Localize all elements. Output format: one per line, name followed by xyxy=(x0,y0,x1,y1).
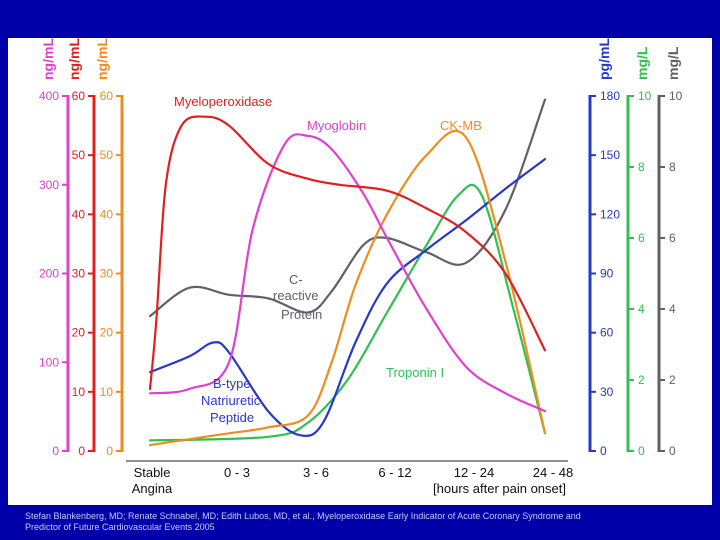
series-line-myoglobin xyxy=(148,133,547,413)
tick-label: 40 xyxy=(72,207,86,221)
tick-label: 400 xyxy=(39,89,59,103)
tick-label: 6 xyxy=(638,231,645,245)
annotation-label: Myoglobin xyxy=(307,118,366,133)
annotation-label: Peptide xyxy=(210,410,254,425)
biomarker-chart: 0100200300400ng/mL0102030405060ng/mL0102… xyxy=(39,38,683,496)
tick-label: 8 xyxy=(669,160,676,174)
tick-label: 10 xyxy=(100,385,114,399)
tick-label: 20 xyxy=(72,326,86,340)
axis-unit-label: ng/mL xyxy=(40,38,56,80)
tick-label: 50 xyxy=(100,148,114,162)
series-line-troponin-i xyxy=(148,183,547,442)
axis-unit-label: pg/mL xyxy=(596,38,612,80)
tick-label: 120 xyxy=(600,207,620,221)
tick-label: 50 xyxy=(72,148,86,162)
tick-label: 4 xyxy=(669,302,676,316)
tick-label: 300 xyxy=(39,178,59,192)
series-line-b-type-natriuretic-peptide xyxy=(148,158,547,438)
tick-label: 100 xyxy=(39,355,59,369)
tick-label: 30 xyxy=(600,385,614,399)
series-line-ck-mb xyxy=(148,129,547,447)
tick-label: 2 xyxy=(669,373,676,387)
x-tick-label: 12 - 24 xyxy=(454,465,494,480)
tick-label: 60 xyxy=(600,326,614,340)
x-axis-title: [hours after pain onset] xyxy=(433,481,566,496)
tick-label: 40 xyxy=(100,207,114,221)
annotation-label: Natriuretic xyxy=(201,393,261,408)
annotation-label: reactive xyxy=(273,288,319,303)
axis-unit-label: mg/L xyxy=(665,46,681,80)
series-line-myeloperoxidase xyxy=(148,115,547,390)
tick-label: 60 xyxy=(100,89,114,103)
annotation-label: B-type xyxy=(213,376,251,391)
x-tick-label: 6 - 12 xyxy=(378,465,411,480)
tick-label: 0 xyxy=(669,444,676,458)
tick-label: 8 xyxy=(638,160,645,174)
credit-line-1: Stefan Blankenberg, MD; Renate Schnabel,… xyxy=(25,511,581,521)
annotation-layer: Myeloperoxidase Myoglobin CK-MB C-reactive P… xyxy=(174,94,482,425)
series-layer xyxy=(148,98,547,447)
tick-label: 0 xyxy=(106,444,113,458)
source-credit: Stefan Blankenberg, MD; Renate Schnabel,… xyxy=(25,511,715,533)
x-tick-label: 24 - 48 xyxy=(533,465,573,480)
tick-label: 180 xyxy=(600,89,620,103)
x-tick-label: Stable xyxy=(134,465,171,480)
tick-label: 10 xyxy=(72,385,86,399)
tick-label: 0 xyxy=(638,444,645,458)
axis-unit-label: ng/mL xyxy=(94,38,110,80)
annotation-label: Troponin I xyxy=(386,365,444,380)
tick-label: 0 xyxy=(600,444,607,458)
tick-label: 30 xyxy=(72,267,86,281)
annotation-label: CK-MB xyxy=(440,118,482,133)
annotation-label: C- xyxy=(289,272,303,287)
axis-gray: 0 2 4 6 8 10 mg/L xyxy=(657,46,683,458)
tick-label: 10 xyxy=(669,89,683,103)
tick-label: 30 xyxy=(100,267,114,281)
annotation-label: Myeloperoxidase xyxy=(174,94,272,109)
axis-green: 0 2 4 6 8 10 mg/L xyxy=(626,46,652,458)
tick-label: 200 xyxy=(39,267,59,281)
x-tick-label-cont: Angina xyxy=(132,481,173,496)
axis-blue: 0 30 60 90 120 150 180 pg/mL xyxy=(588,38,620,458)
axis-pink: 0 100 200 300 400 ng/mL xyxy=(39,38,70,458)
axes-layer: 0100200300400ng/mL0102030405060ng/mL0102… xyxy=(39,38,683,458)
tick-label: 0 xyxy=(52,444,59,458)
axis-orange: 0 10 20 30 40 50 60 ng/mL xyxy=(94,38,124,458)
tick-label: 0 xyxy=(78,444,85,458)
x-tick-label: 3 - 6 xyxy=(303,465,329,480)
tick-label: 2 xyxy=(638,373,645,387)
annotation-label: Protein xyxy=(281,307,322,322)
tick-label: 150 xyxy=(600,148,620,162)
tick-label: 90 xyxy=(600,267,614,281)
axis-unit-label: ng/mL xyxy=(66,38,82,80)
axis-red: 0 10 20 30 40 50 60 ng/mL xyxy=(66,38,96,458)
axis-unit-label: mg/L xyxy=(634,46,650,80)
tick-label: 4 xyxy=(638,302,645,316)
tick-label: 60 xyxy=(72,89,86,103)
credit-line-2: Predictor of Future Cardiovascular Event… xyxy=(25,522,215,532)
x-tick-label: 0 - 3 xyxy=(224,465,250,480)
slide-panel: 0 100 200 300 400 ng/mL 0 10 20 30 40 50 60 ng/mL 0 10 2… xyxy=(8,38,712,505)
tick-label: 6 xyxy=(669,231,676,245)
tick-label: 10 xyxy=(638,89,652,103)
tick-label: 20 xyxy=(100,326,114,340)
